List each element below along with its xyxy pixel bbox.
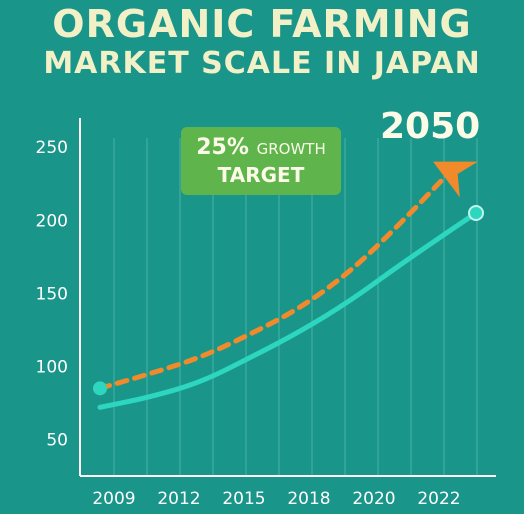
badge-growth: GROWTH	[256, 140, 326, 158]
chart-title-line1: ORGANIC FARMING	[52, 2, 472, 46]
y-tick-label: 50	[46, 430, 68, 450]
chart-title-line2: MARKET SCALE IN JAPAN	[43, 46, 481, 81]
y-tick-label: 100	[36, 357, 68, 377]
y-tick-label: 200	[36, 211, 68, 231]
growth-target-badge: 25% GROWTH TARGET	[181, 127, 341, 195]
x-tick-label: 2022	[417, 489, 460, 509]
target-series-start-point	[93, 381, 107, 396]
y-tick-labels: 50 100 150 200 250	[36, 138, 68, 450]
x-tick-label: 2012	[157, 489, 200, 509]
actual-series-line	[97, 210, 479, 410]
target-year-label: 2050	[380, 106, 481, 147]
y-tick-label: 250	[36, 138, 68, 158]
axes	[79, 118, 496, 477]
badge-percent: 25%	[196, 135, 249, 160]
x-tick-labels: 2009 2012 2015 2018 2020 2022	[92, 489, 460, 509]
x-tick-label: 2018	[287, 489, 330, 509]
x-tick-label: 2015	[222, 489, 265, 509]
x-tick-label: 2020	[352, 489, 395, 509]
target-series-line	[97, 155, 465, 391]
actual-series-end-point	[468, 204, 484, 221]
x-tick-label: 2009	[92, 489, 135, 509]
y-tick-label: 150	[36, 284, 68, 304]
series-group	[93, 155, 484, 410]
badge-target: TARGET	[217, 163, 305, 187]
